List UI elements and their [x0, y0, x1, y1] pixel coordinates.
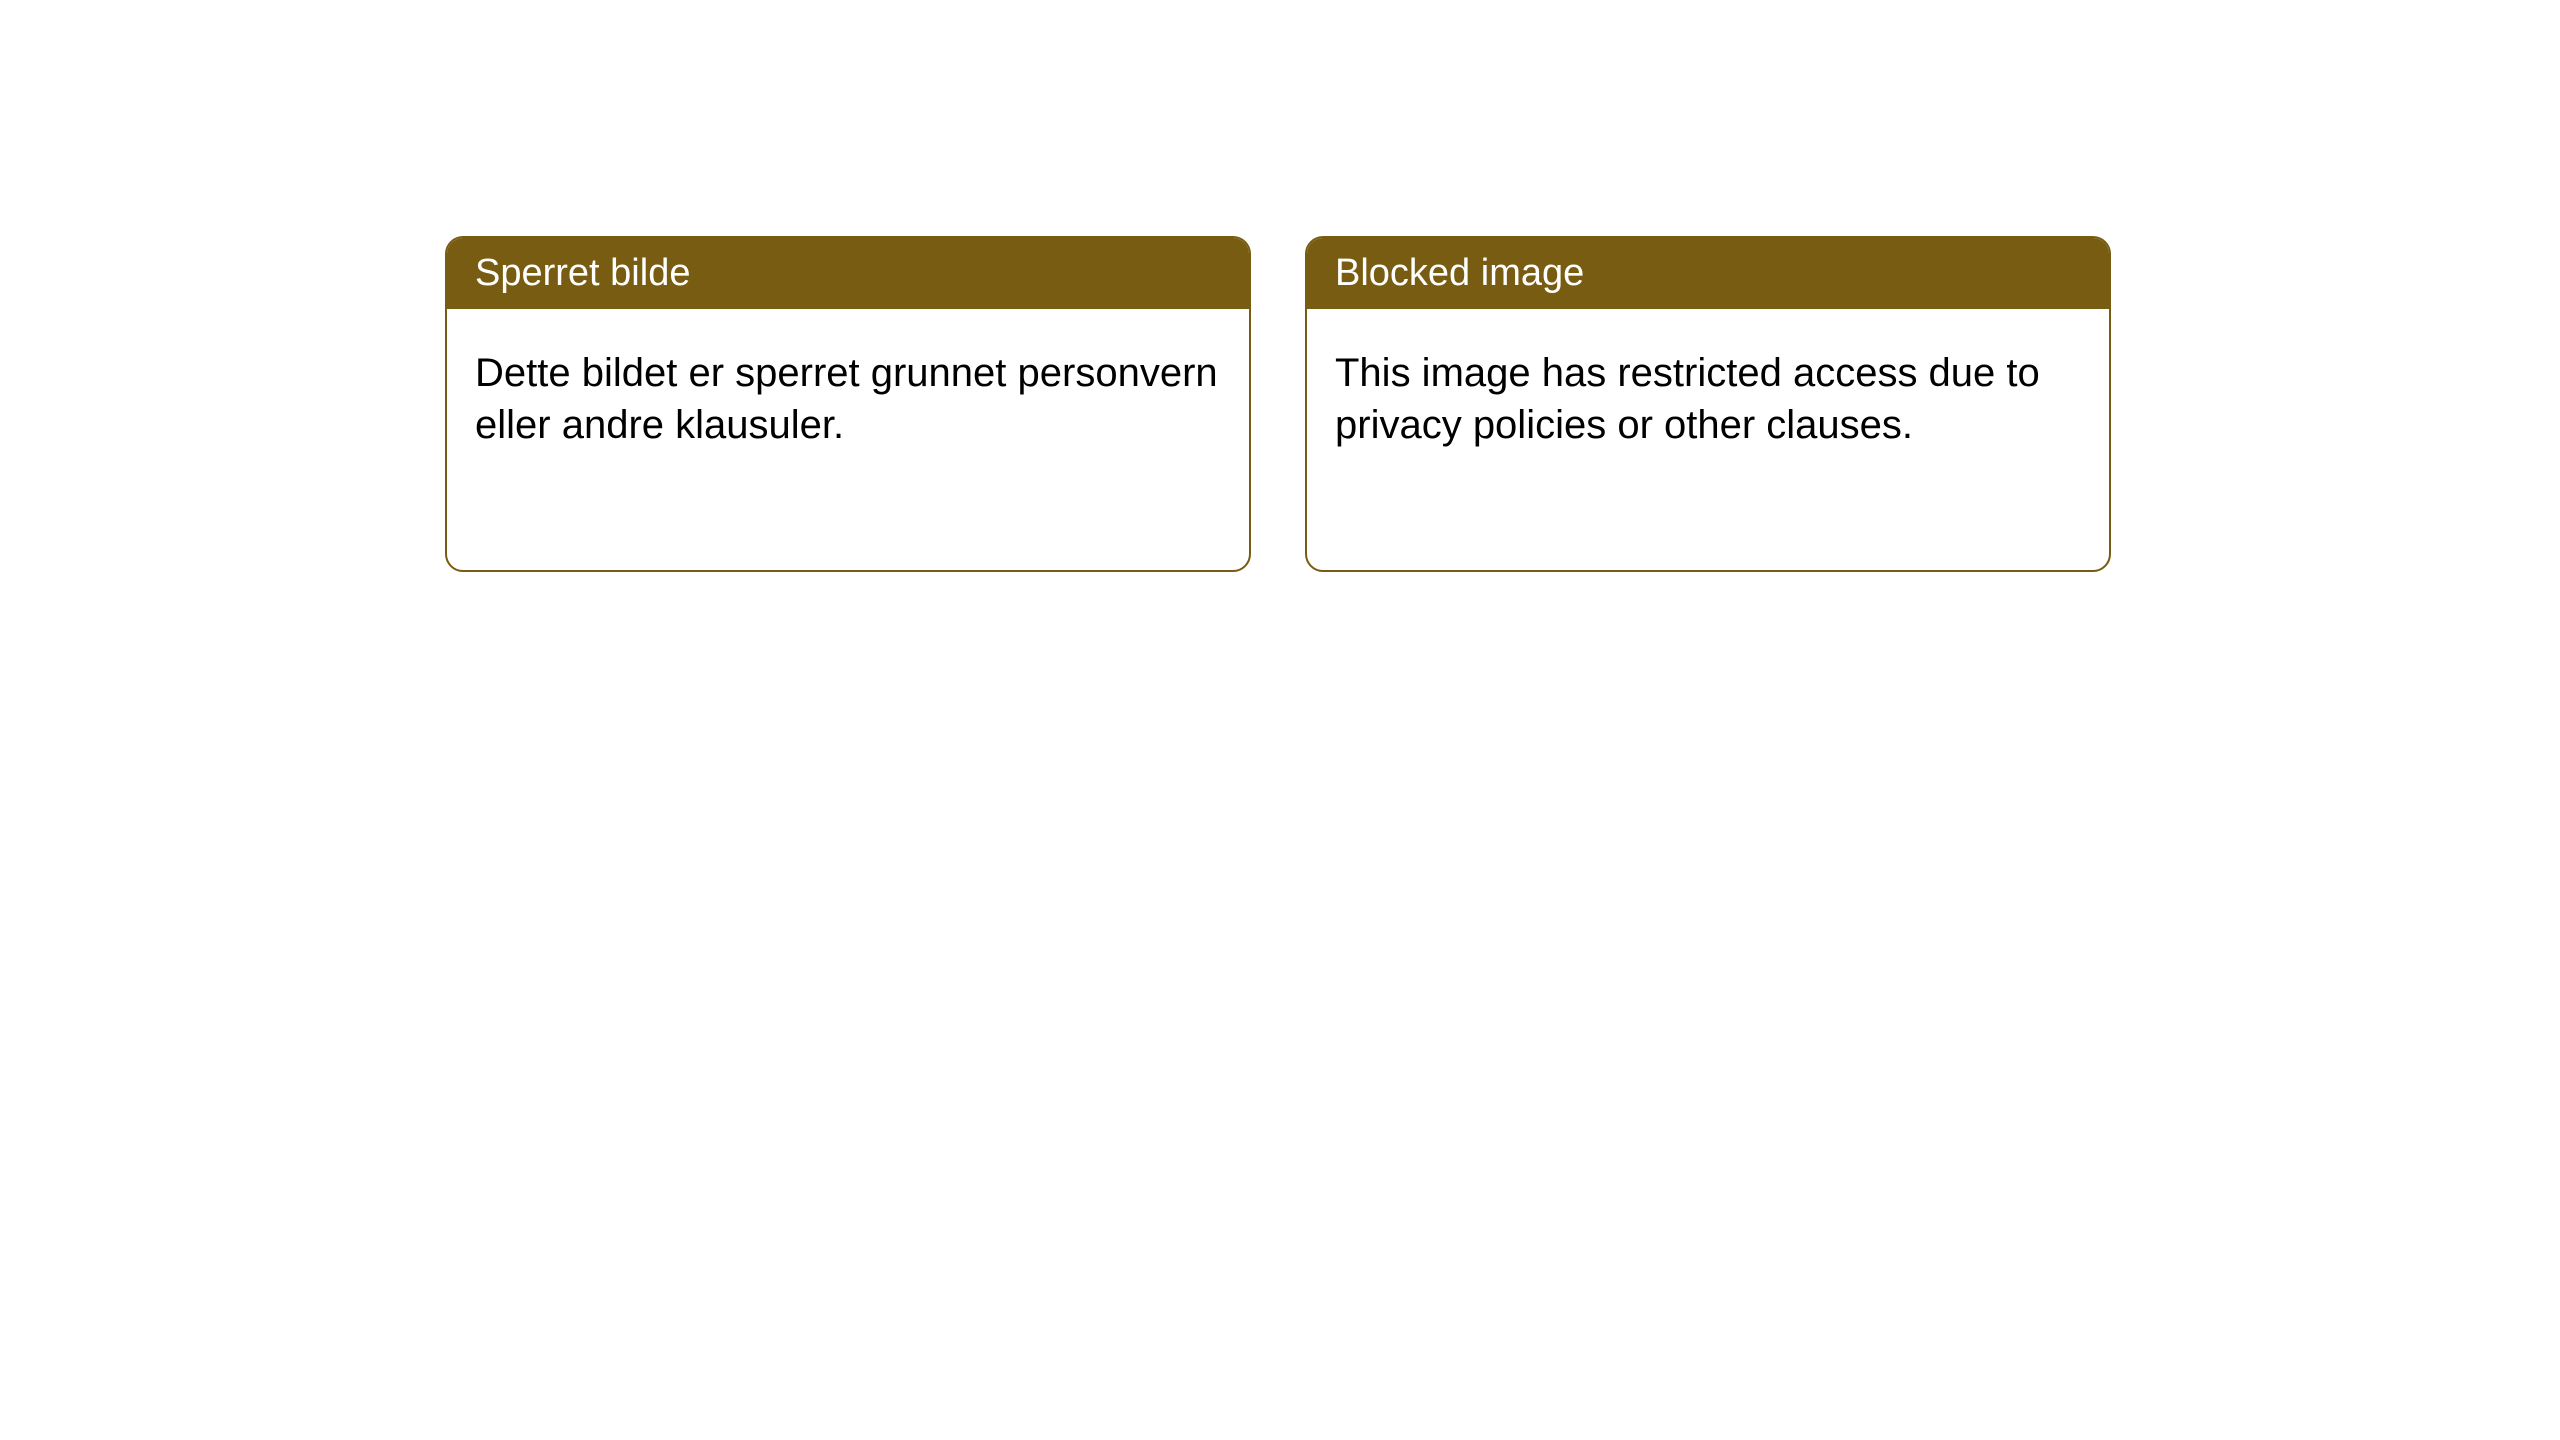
card-body-text: Dette bildet er sperret grunnet personve… [475, 351, 1218, 447]
card-header: Sperret bilde [447, 238, 1249, 309]
notice-container: Sperret bilde Dette bildet er sperret gr… [445, 236, 2111, 572]
blocked-image-card-en: Blocked image This image has restricted … [1305, 236, 2111, 572]
card-body: This image has restricted access due to … [1307, 309, 2109, 489]
card-title: Sperret bilde [475, 252, 690, 294]
card-body-text: This image has restricted access due to … [1335, 351, 2040, 447]
card-header: Blocked image [1307, 238, 2109, 309]
blocked-image-card-no: Sperret bilde Dette bildet er sperret gr… [445, 236, 1251, 572]
card-body: Dette bildet er sperret grunnet personve… [447, 309, 1249, 489]
card-title: Blocked image [1335, 252, 1584, 294]
